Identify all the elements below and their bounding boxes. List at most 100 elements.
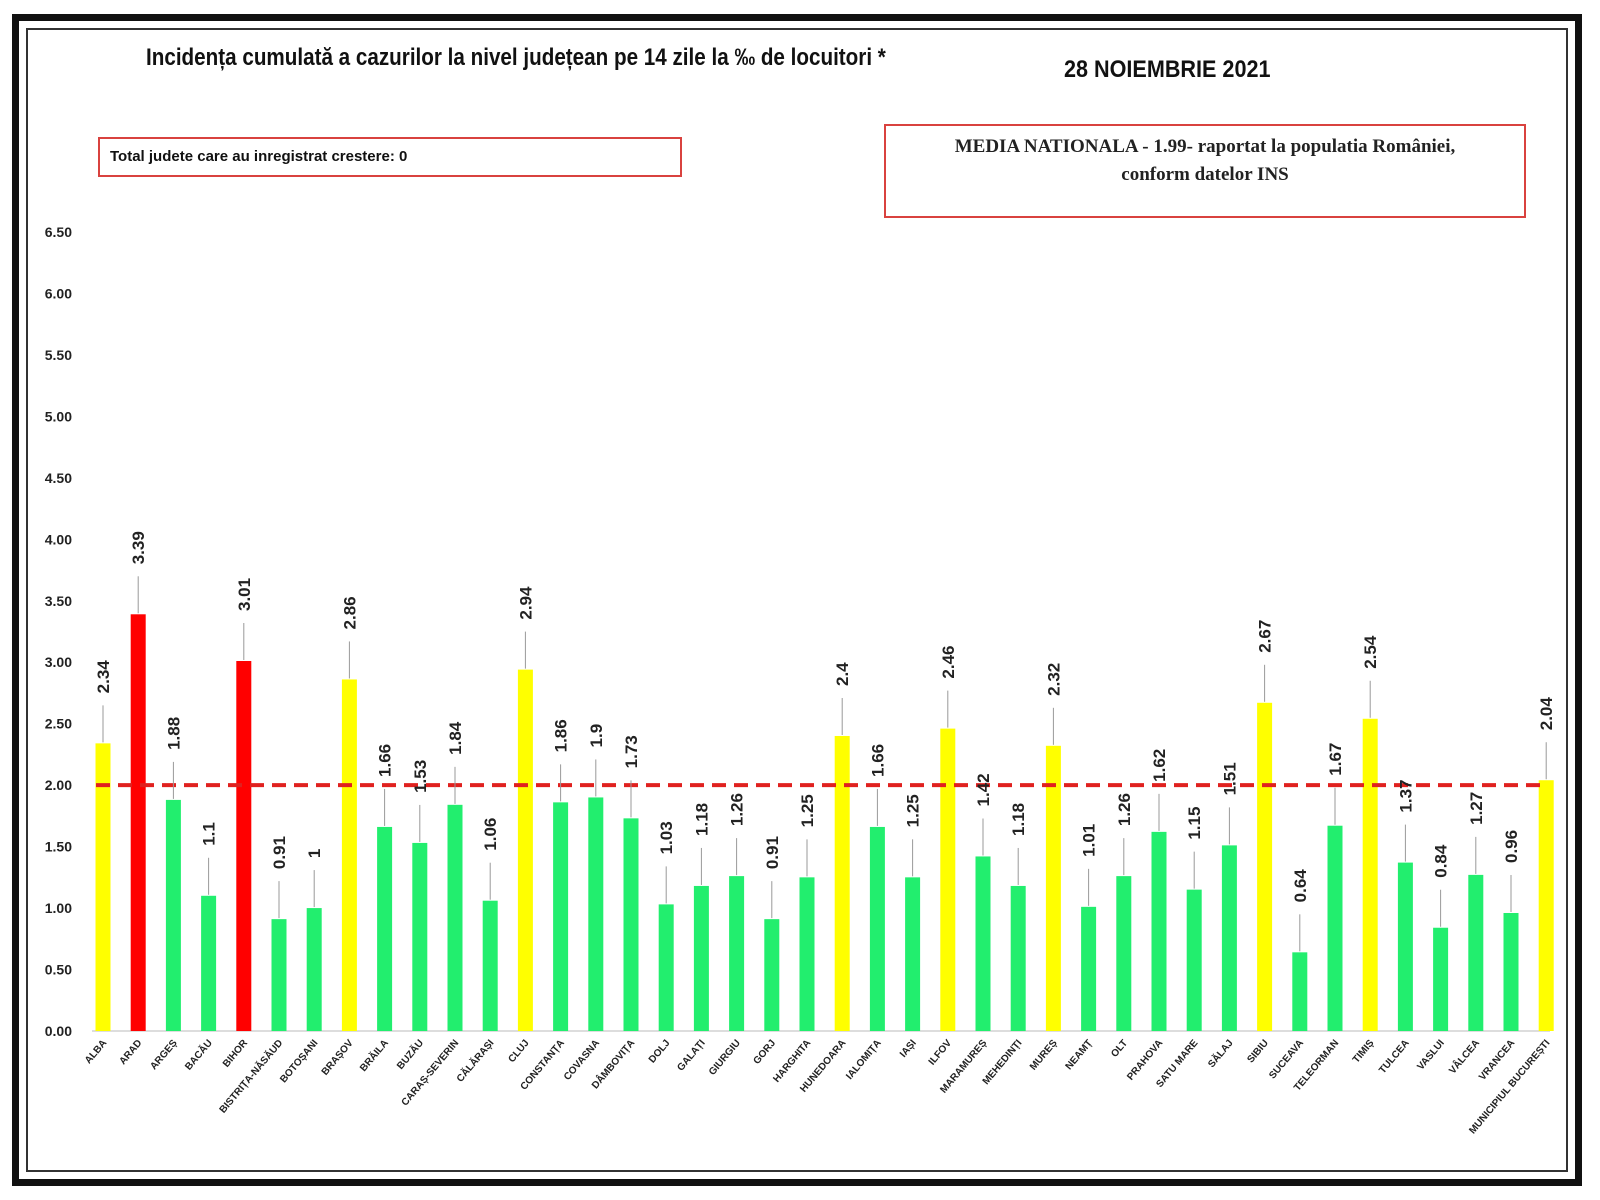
category-label: BRĂILA: [357, 1037, 391, 1074]
bars: [95, 614, 1554, 1031]
bar: [1221, 845, 1237, 1031]
value-label: 2.46: [939, 646, 958, 679]
bar: [1397, 862, 1413, 1031]
category-label: BISTRIȚA-NĂSĂUD: [216, 1037, 285, 1116]
value-label: 1.53: [411, 760, 430, 793]
category-label: IAȘI: [898, 1038, 919, 1060]
national-average-line2: conform datelor INS: [1121, 164, 1289, 185]
value-label: 1.51: [1220, 762, 1239, 795]
value-label: 2.54: [1361, 635, 1380, 669]
value-label: 1.67: [1326, 743, 1345, 776]
y-tick-label: 1.00: [45, 900, 72, 916]
value-label: 0.84: [1432, 844, 1451, 878]
bar: [1327, 825, 1343, 1031]
value-label: 0.91: [763, 836, 782, 869]
category-label: ARGEȘ: [148, 1038, 179, 1073]
y-tick-label: 0.00: [45, 1023, 72, 1039]
outer-frame: [12, 14, 1582, 1186]
y-axis: 0.00 0.50 1.00 1.50 2.00 2.50 3.00 3.50 4.00 4.50…: [45, 224, 1550, 1039]
value-label: 1.18: [692, 803, 711, 836]
category-label: SUCEAVA: [1267, 1038, 1306, 1081]
bar: [975, 856, 991, 1031]
bar: [905, 877, 921, 1031]
bar: [588, 797, 604, 1031]
chart-date: 28 NOIEMBRIE 2021: [1064, 56, 1271, 83]
value-labels: 2.34 3.39 1.88 1.1 3.01 0.91 1 2.86 1.66 1.53 1.84…: [94, 531, 1556, 952]
growth-info-text: Total judete care au inregistrat crester…: [110, 148, 408, 165]
category-label: GIURGIU: [707, 1038, 743, 1078]
category-label: OLT: [1109, 1038, 1130, 1060]
value-label: 2.94: [516, 586, 535, 620]
bar: [834, 735, 850, 1031]
bar: [553, 802, 569, 1031]
bar: [341, 679, 357, 1031]
category-label: ALBA: [83, 1038, 109, 1066]
value-label: 1.27: [1467, 792, 1486, 825]
category-label: IALOMIȚA: [844, 1038, 883, 1082]
value-label: 1.25: [904, 794, 923, 827]
y-tick-label: 4.50: [45, 470, 72, 486]
bar: [729, 876, 745, 1031]
bar: [1010, 885, 1026, 1031]
value-label: 0.91: [270, 836, 289, 869]
value-label: 3.39: [129, 531, 148, 564]
x-axis-labels: ALBA ARAD ARGEȘ BACĂU BIHORBISTRIȚA-NĂSĂUDBO…: [83, 1036, 1553, 1136]
y-tick-label: 3.00: [45, 654, 72, 670]
value-label: 2.86: [340, 596, 359, 629]
bar: [940, 728, 956, 1031]
bar: [1151, 831, 1167, 1031]
value-label: 0.96: [1502, 830, 1521, 863]
value-label: 1.18: [1009, 803, 1028, 836]
y-tick-label: 1.50: [45, 839, 72, 855]
value-label: 1.37: [1396, 780, 1415, 813]
national-average-box: MEDIA NATIONALA - 1.99- raportat la popu…: [884, 124, 1526, 218]
bar: [165, 799, 181, 1031]
bar: [1045, 745, 1061, 1031]
y-tick-label: 6.50: [45, 224, 72, 240]
value-label: 1.06: [481, 818, 500, 851]
category-label: BRAȘOV: [320, 1038, 356, 1078]
bar: [623, 818, 639, 1031]
bar: [482, 900, 498, 1031]
value-label: 1.86: [552, 719, 571, 752]
category-label: DOLJ: [647, 1038, 673, 1066]
category-label: TULCEA: [1377, 1038, 1411, 1076]
bar: [1468, 874, 1484, 1031]
bar: [764, 919, 780, 1031]
value-label: 1.66: [376, 744, 395, 777]
value-label: 1.84: [446, 721, 465, 755]
category-label: VÂLCEA: [1446, 1037, 1482, 1077]
bar: [1116, 876, 1132, 1031]
value-label: 1.26: [728, 793, 747, 826]
category-label: BACĂU: [182, 1037, 215, 1073]
value-label: 1.9: [587, 724, 606, 748]
category-label: SĂLAJ: [1205, 1037, 1236, 1070]
y-tick-label: 5.50: [45, 347, 72, 363]
category-label: CĂLĂRAȘI: [453, 1036, 496, 1084]
bar: [869, 826, 885, 1031]
value-label: 1.01: [1080, 824, 1099, 857]
bar: [271, 919, 287, 1031]
value-label: 1.66: [868, 744, 887, 777]
value-label: 1: [305, 849, 324, 858]
category-label: ILFOV: [927, 1038, 955, 1068]
growth-info-box: Total judete care au inregistrat crester…: [98, 137, 682, 177]
y-tick-label: 6.00: [45, 285, 72, 301]
value-label: 1.26: [1115, 793, 1134, 826]
y-tick-label: 3.50: [45, 593, 72, 609]
category-label: BUZĂU: [394, 1037, 426, 1072]
bar: [1186, 889, 1202, 1031]
bar: [306, 908, 322, 1031]
y-tick-label: 2.50: [45, 716, 72, 732]
national-average-line1: MEDIA NATIONALA - 1.99- raportat la popu…: [954, 136, 1456, 157]
bar: [1433, 927, 1449, 1031]
bar: [517, 669, 533, 1031]
value-label: 3.01: [235, 578, 254, 611]
inner-frame: [26, 28, 1568, 1172]
bar: [377, 826, 393, 1031]
y-tick-label: 5.00: [45, 408, 72, 424]
value-label: 1.25: [798, 794, 817, 827]
value-label: 1.15: [1185, 807, 1204, 840]
bar: [1503, 912, 1519, 1031]
